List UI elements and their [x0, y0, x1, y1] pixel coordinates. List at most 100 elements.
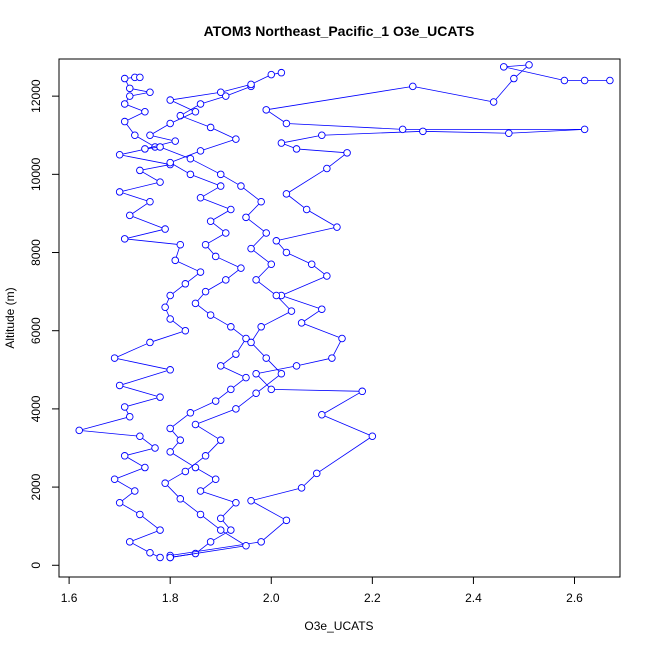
- data-point: [191, 463, 200, 472]
- series-segment: [170, 545, 247, 558]
- series-segment: [149, 123, 171, 136]
- series-segment: [180, 498, 201, 515]
- data-point: [216, 526, 225, 534]
- series-segment: [508, 128, 585, 134]
- data-point: [328, 354, 336, 362]
- series-segment: [195, 467, 216, 480]
- series-segment: [321, 130, 423, 136]
- data-point: [257, 538, 265, 546]
- data-point: [120, 452, 129, 460]
- data-point: [166, 448, 174, 456]
- data-point: [216, 182, 225, 190]
- series-segment: [296, 148, 348, 154]
- data-point: [267, 385, 276, 394]
- data-point: [120, 117, 129, 126]
- data-point: [232, 135, 240, 143]
- data-point: [216, 514, 225, 523]
- data-point: [126, 211, 134, 220]
- data-point: [232, 405, 240, 413]
- series-segment: [245, 217, 267, 234]
- data-point: [500, 63, 508, 71]
- series-segment: [124, 447, 156, 457]
- data-point: [196, 510, 205, 519]
- data-point: [216, 88, 225, 96]
- y-tick-label: 10000: [29, 157, 43, 191]
- series-segment: [286, 168, 328, 195]
- series-segment: [170, 91, 221, 101]
- series-segment: [503, 64, 530, 68]
- data-point: [257, 197, 265, 206]
- series-segment: [205, 232, 226, 246]
- data-point: [505, 129, 513, 138]
- data-point: [166, 119, 174, 128]
- data-point: [211, 397, 220, 405]
- series-segment: [119, 191, 151, 203]
- series-segment: [210, 529, 232, 543]
- data-point: [161, 479, 169, 487]
- data-point: [277, 369, 286, 378]
- data-point: [489, 98, 498, 106]
- data-point: [115, 498, 124, 507]
- series-segment: [175, 259, 201, 273]
- series-segment: [195, 424, 221, 441]
- series-segment: [326, 152, 348, 169]
- data-point: [267, 260, 276, 268]
- series-1: [75, 73, 205, 562]
- data-point: [510, 74, 518, 83]
- series-2: [166, 82, 255, 562]
- series-segment: [301, 308, 323, 324]
- data-point: [227, 205, 235, 214]
- series-segment: [79, 416, 130, 431]
- series-segment: [412, 85, 494, 103]
- data-point: [196, 100, 205, 108]
- data-point: [191, 108, 200, 116]
- data-point: [606, 76, 614, 85]
- data-point: [110, 354, 119, 362]
- data-series: [75, 61, 614, 562]
- data-point: [262, 106, 270, 114]
- data-point: [141, 108, 149, 116]
- data-point: [216, 170, 225, 179]
- x-tick-label: 1.8: [162, 591, 179, 605]
- data-point: [525, 61, 533, 69]
- data-point: [191, 299, 200, 308]
- series-segment: [124, 396, 161, 408]
- data-point: [201, 240, 210, 249]
- y-tick-label: 0: [29, 562, 43, 569]
- series-segment: [129, 201, 151, 216]
- data-point: [211, 252, 220, 261]
- series-segment: [220, 84, 252, 93]
- data-point: [222, 92, 230, 100]
- series-segment: [200, 138, 237, 152]
- x-tick-label: 2.0: [263, 591, 280, 605]
- data-point: [120, 235, 129, 243]
- data-point: [186, 409, 195, 417]
- series-segment: [503, 66, 565, 81]
- data-point: [166, 96, 174, 104]
- data-point: [176, 240, 185, 249]
- data-point: [227, 526, 235, 534]
- data-point: [181, 280, 190, 288]
- series-segment: [190, 400, 216, 414]
- x-tick-label: 2.4: [465, 591, 482, 605]
- data-point: [297, 484, 306, 492]
- data-point: [206, 123, 215, 132]
- series-segment: [124, 455, 146, 468]
- data-point: [131, 487, 139, 495]
- data-point: [242, 541, 250, 550]
- data-point: [166, 553, 174, 562]
- series-segment: [281, 134, 322, 144]
- data-point: [232, 350, 240, 358]
- data-point: [75, 426, 83, 435]
- series-segment: [200, 185, 221, 199]
- data-point: [222, 276, 230, 284]
- data-point: [216, 436, 225, 444]
- data-point: [166, 158, 174, 167]
- data-point: [146, 338, 154, 347]
- data-point: [333, 223, 341, 231]
- series-segment: [260, 310, 292, 328]
- series-segment: [149, 134, 176, 142]
- data-point: [262, 354, 270, 362]
- series-segment: [260, 520, 287, 543]
- series-segment: [220, 173, 242, 187]
